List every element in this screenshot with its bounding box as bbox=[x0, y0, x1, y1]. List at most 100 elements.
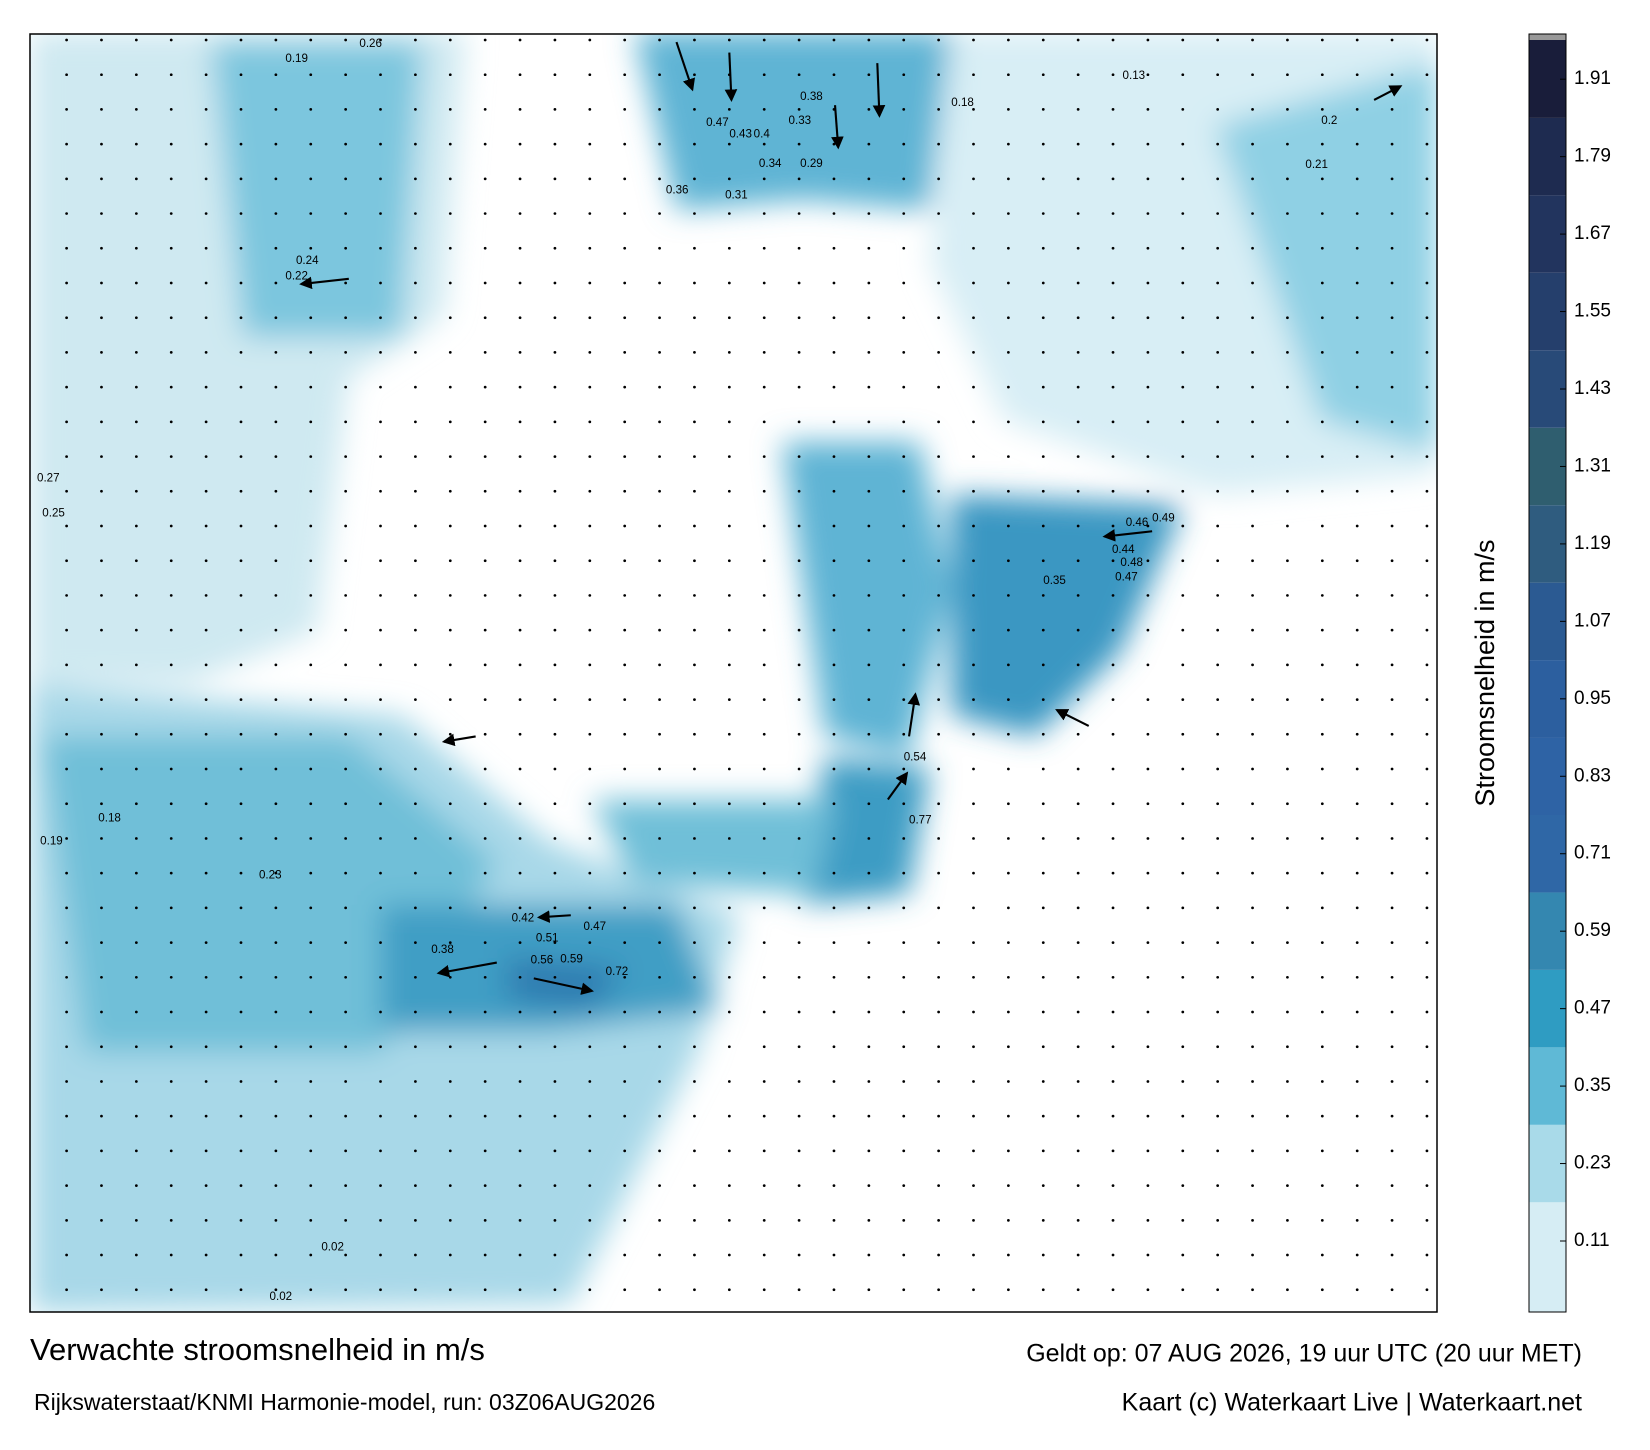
current-dot bbox=[623, 38, 627, 42]
current-dot bbox=[1041, 281, 1045, 285]
current-dot bbox=[1076, 906, 1080, 910]
current-dot bbox=[1146, 142, 1150, 146]
current-dot bbox=[1390, 941, 1394, 944]
current-dot bbox=[483, 837, 487, 840]
current-dot bbox=[204, 941, 208, 944]
current-dot bbox=[134, 802, 138, 806]
current-dot bbox=[1007, 941, 1010, 944]
title: Verwachte stroomsnelheid in m/s bbox=[30, 1332, 485, 1367]
current-dot bbox=[588, 524, 592, 528]
speed-label: 0.18 bbox=[951, 97, 974, 109]
current-dot bbox=[693, 628, 696, 632]
current-dot bbox=[134, 1288, 138, 1292]
current-dot bbox=[658, 455, 661, 458]
current-dot bbox=[902, 1288, 906, 1292]
current-dot bbox=[1320, 212, 1324, 215]
current-dot bbox=[204, 559, 208, 563]
current-dot bbox=[1251, 316, 1254, 320]
current-dot bbox=[518, 559, 522, 563]
current-dot bbox=[518, 837, 522, 840]
current-dot bbox=[553, 246, 557, 250]
current-dot bbox=[1286, 351, 1289, 354]
current-dot bbox=[483, 698, 487, 701]
current-dot bbox=[867, 663, 871, 667]
colorbar-band bbox=[1529, 505, 1566, 583]
current-dot bbox=[553, 906, 557, 910]
current-dot bbox=[1146, 1114, 1150, 1118]
current-dot bbox=[553, 524, 557, 528]
current-dot bbox=[1425, 941, 1429, 944]
current-dot bbox=[623, 455, 627, 458]
speed-label: 0.72 bbox=[606, 966, 629, 978]
current-dot bbox=[1146, 1080, 1150, 1083]
current-dot bbox=[658, 732, 661, 736]
current-dot bbox=[867, 559, 871, 563]
current-dot bbox=[239, 975, 243, 979]
current-dot bbox=[518, 732, 522, 736]
current-dot bbox=[1111, 871, 1115, 875]
current-dot bbox=[1355, 455, 1359, 458]
current-dot bbox=[902, 559, 906, 563]
current-dot bbox=[1251, 837, 1254, 840]
current-dot bbox=[1111, 1288, 1115, 1292]
current-dot bbox=[867, 142, 871, 146]
current-dot bbox=[1041, 1045, 1045, 1049]
speed-label: 0.19 bbox=[40, 836, 63, 848]
current-dot bbox=[239, 420, 243, 424]
current-dot bbox=[972, 212, 975, 215]
current-dot bbox=[344, 906, 348, 910]
current-dot bbox=[344, 1149, 348, 1153]
current-dot bbox=[658, 73, 661, 77]
current-dot bbox=[134, 906, 138, 910]
current-dot bbox=[1286, 38, 1289, 42]
current-dot bbox=[1007, 108, 1010, 111]
current-dot bbox=[379, 698, 382, 701]
speed-label: 0.42 bbox=[512, 912, 535, 924]
map-frame bbox=[29, 33, 1438, 1313]
current-dot bbox=[169, 1218, 173, 1222]
current-dot bbox=[1007, 142, 1010, 146]
current-dot bbox=[972, 871, 975, 875]
current-dot bbox=[867, 316, 871, 320]
current-dot bbox=[344, 420, 348, 424]
current-dot bbox=[1146, 941, 1150, 944]
current-dot bbox=[134, 698, 138, 701]
current-dot bbox=[134, 246, 138, 250]
current-dot bbox=[344, 628, 348, 632]
current-dot bbox=[274, 1253, 278, 1257]
current-dot bbox=[309, 802, 313, 806]
current-dot bbox=[1111, 698, 1115, 701]
current-dot bbox=[1251, 524, 1254, 528]
current-dot bbox=[274, 108, 278, 111]
current-dot bbox=[169, 906, 173, 910]
current-dot bbox=[937, 316, 940, 320]
current-dot bbox=[1355, 351, 1359, 354]
current-dot bbox=[553, 594, 557, 597]
current-dot bbox=[832, 663, 836, 667]
current-dot bbox=[448, 871, 452, 875]
current-dot bbox=[448, 281, 452, 285]
speed-label: 0.43 bbox=[729, 129, 752, 141]
current-dot bbox=[344, 38, 348, 42]
current-dot bbox=[1390, 1288, 1394, 1292]
current-dot bbox=[518, 1218, 522, 1222]
current-dot bbox=[379, 455, 382, 458]
current-dot bbox=[483, 316, 487, 320]
current-dot bbox=[1041, 663, 1045, 667]
current-dot bbox=[204, 420, 208, 424]
current-dot bbox=[1390, 871, 1394, 875]
current-dot bbox=[65, 455, 68, 458]
current-dot bbox=[274, 73, 278, 77]
current-dot bbox=[169, 420, 173, 424]
current-dot bbox=[1146, 38, 1150, 42]
current-dot bbox=[414, 1080, 417, 1083]
current-dot bbox=[1146, 559, 1150, 563]
current-dot bbox=[797, 38, 801, 42]
current-dot bbox=[134, 385, 138, 389]
current-dot bbox=[972, 559, 975, 563]
current-dot bbox=[762, 628, 766, 632]
current-dot bbox=[553, 837, 557, 840]
current-dot bbox=[867, 1184, 871, 1187]
current-dot bbox=[1007, 73, 1010, 77]
current-dot bbox=[309, 594, 313, 597]
